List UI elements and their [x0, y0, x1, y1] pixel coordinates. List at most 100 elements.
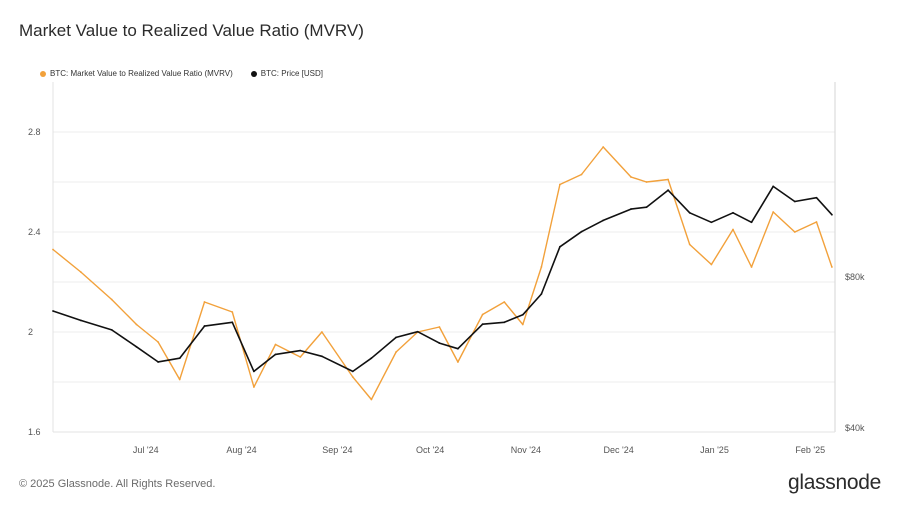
- y-left-tick-label: 2.8: [28, 127, 41, 137]
- mvrv-point: [667, 178, 669, 181]
- price-point: [630, 208, 632, 210]
- legend-label-mvrv: BTC: Market Value to Realized Value Rati…: [50, 69, 233, 78]
- y-left-tick-label: 1.6: [28, 427, 41, 437]
- mvrv-point: [79, 271, 82, 273]
- mvrv-point: [732, 228, 734, 231]
- mvrv-point: [750, 266, 753, 268]
- price-point: [793, 200, 796, 203]
- x-tick-label: Jan '25: [700, 445, 729, 455]
- x-tick-label: Sep '24: [322, 445, 352, 455]
- price-point: [110, 328, 113, 331]
- x-tick-label: Oct '24: [416, 445, 444, 455]
- mvrv-point: [457, 361, 459, 363]
- mvrv-point: [521, 323, 524, 326]
- mvrv-point: [772, 211, 775, 213]
- y-left-tick-label: 2.4: [28, 227, 41, 237]
- mvrv-point: [503, 301, 506, 303]
- x-tick-label: Aug '24: [226, 445, 256, 455]
- price-point: [321, 355, 323, 358]
- price-point: [52, 310, 54, 312]
- price-point: [351, 370, 354, 373]
- mvrv-point: [540, 266, 543, 268]
- mvrv-point: [630, 176, 632, 178]
- mvrv-point: [351, 376, 354, 378]
- series-layer: [52, 146, 833, 401]
- x-tick-label: Nov '24: [511, 445, 541, 455]
- price-point: [559, 245, 561, 248]
- price-point: [602, 219, 605, 222]
- mvrv-point: [299, 356, 302, 358]
- price-point: [580, 230, 583, 233]
- price-point: [79, 319, 82, 322]
- price-point: [750, 221, 753, 224]
- price-point: [416, 330, 419, 333]
- price-point: [274, 353, 277, 356]
- mvrv-point: [110, 298, 113, 301]
- mvrv-point: [231, 311, 234, 313]
- price-point: [645, 206, 648, 209]
- price-point: [815, 196, 818, 199]
- price-point: [253, 370, 255, 373]
- mvrv-point: [135, 323, 138, 326]
- mvrv-point: [52, 248, 54, 251]
- x-tick-label: Jul '24: [133, 445, 159, 455]
- legend: BTC: Market Value to Realized Value Rati…: [40, 69, 323, 78]
- mvrv-point: [274, 343, 277, 346]
- price-point: [157, 361, 159, 363]
- series-line-mvrv[interactable]: [52, 146, 833, 401]
- y-right-tick-label: $80k: [845, 272, 865, 282]
- price-point: [831, 213, 833, 216]
- legend-label-price: BTC: Price [USD]: [260, 69, 323, 78]
- grid-layer: [53, 131, 835, 383]
- price-point: [521, 313, 524, 316]
- mvrv-point: [178, 378, 181, 381]
- mvrv-point: [253, 386, 255, 388]
- mvrv-point: [710, 263, 713, 266]
- mvrv-point: [645, 181, 648, 183]
- glassnode-logo: glassnode: [787, 471, 881, 494]
- mvrv-point: [580, 173, 583, 176]
- mvrv-point: [793, 231, 796, 233]
- chart-title: Market Value to Realized Value Ratio (MV…: [19, 21, 364, 40]
- mvrv-point: [815, 221, 818, 223]
- legend-swatch-mvrv: [40, 70, 46, 77]
- mvrv-point: [157, 341, 159, 343]
- price-point: [135, 345, 138, 348]
- price-point: [457, 347, 459, 350]
- legend-swatch-price: [250, 70, 257, 77]
- price-point: [688, 211, 691, 214]
- axes-layer: [52, 82, 836, 433]
- x-tick-label: Dec '24: [604, 445, 634, 455]
- mvrv-point: [395, 351, 397, 353]
- legend-item-mvrv[interactable]: BTC: Market Value to Realized Value Rati…: [40, 69, 233, 78]
- series-line-price[interactable]: [52, 185, 833, 373]
- price-point: [203, 325, 206, 327]
- price-point: [503, 321, 506, 324]
- price-point: [178, 357, 181, 360]
- copyright-footer: © 2025 Glassnode. All Rights Reserved.: [19, 478, 216, 490]
- price-point: [395, 336, 397, 339]
- mvrv-point: [481, 313, 484, 316]
- mvrv-point: [602, 146, 605, 148]
- y-right-tick-label: $40k: [845, 423, 865, 433]
- price-point: [481, 323, 484, 326]
- price-point: [438, 342, 441, 344]
- mvrv-point: [203, 301, 206, 303]
- label-layer: 1.6 2 2.4 2.8 $40k $80k Jul '24 Aug '24 Sep '24 O…: [28, 127, 865, 455]
- price-point: [772, 185, 775, 188]
- mvrv-point: [831, 266, 833, 268]
- mvrv-point: [438, 326, 441, 328]
- mvrv-point: [559, 183, 561, 186]
- y-left-tick-label: 2: [28, 327, 33, 337]
- legend-item-price[interactable]: BTC: Price [USD]: [250, 69, 323, 78]
- price-point: [732, 211, 734, 214]
- price-point: [667, 189, 669, 192]
- mvrv-point: [688, 243, 691, 246]
- mvrv-point: [370, 398, 373, 401]
- price-point: [540, 293, 543, 295]
- price-point: [299, 349, 302, 352]
- price-point: [710, 221, 713, 224]
- mvrv-point: [321, 331, 323, 333]
- price-point: [370, 357, 373, 360]
